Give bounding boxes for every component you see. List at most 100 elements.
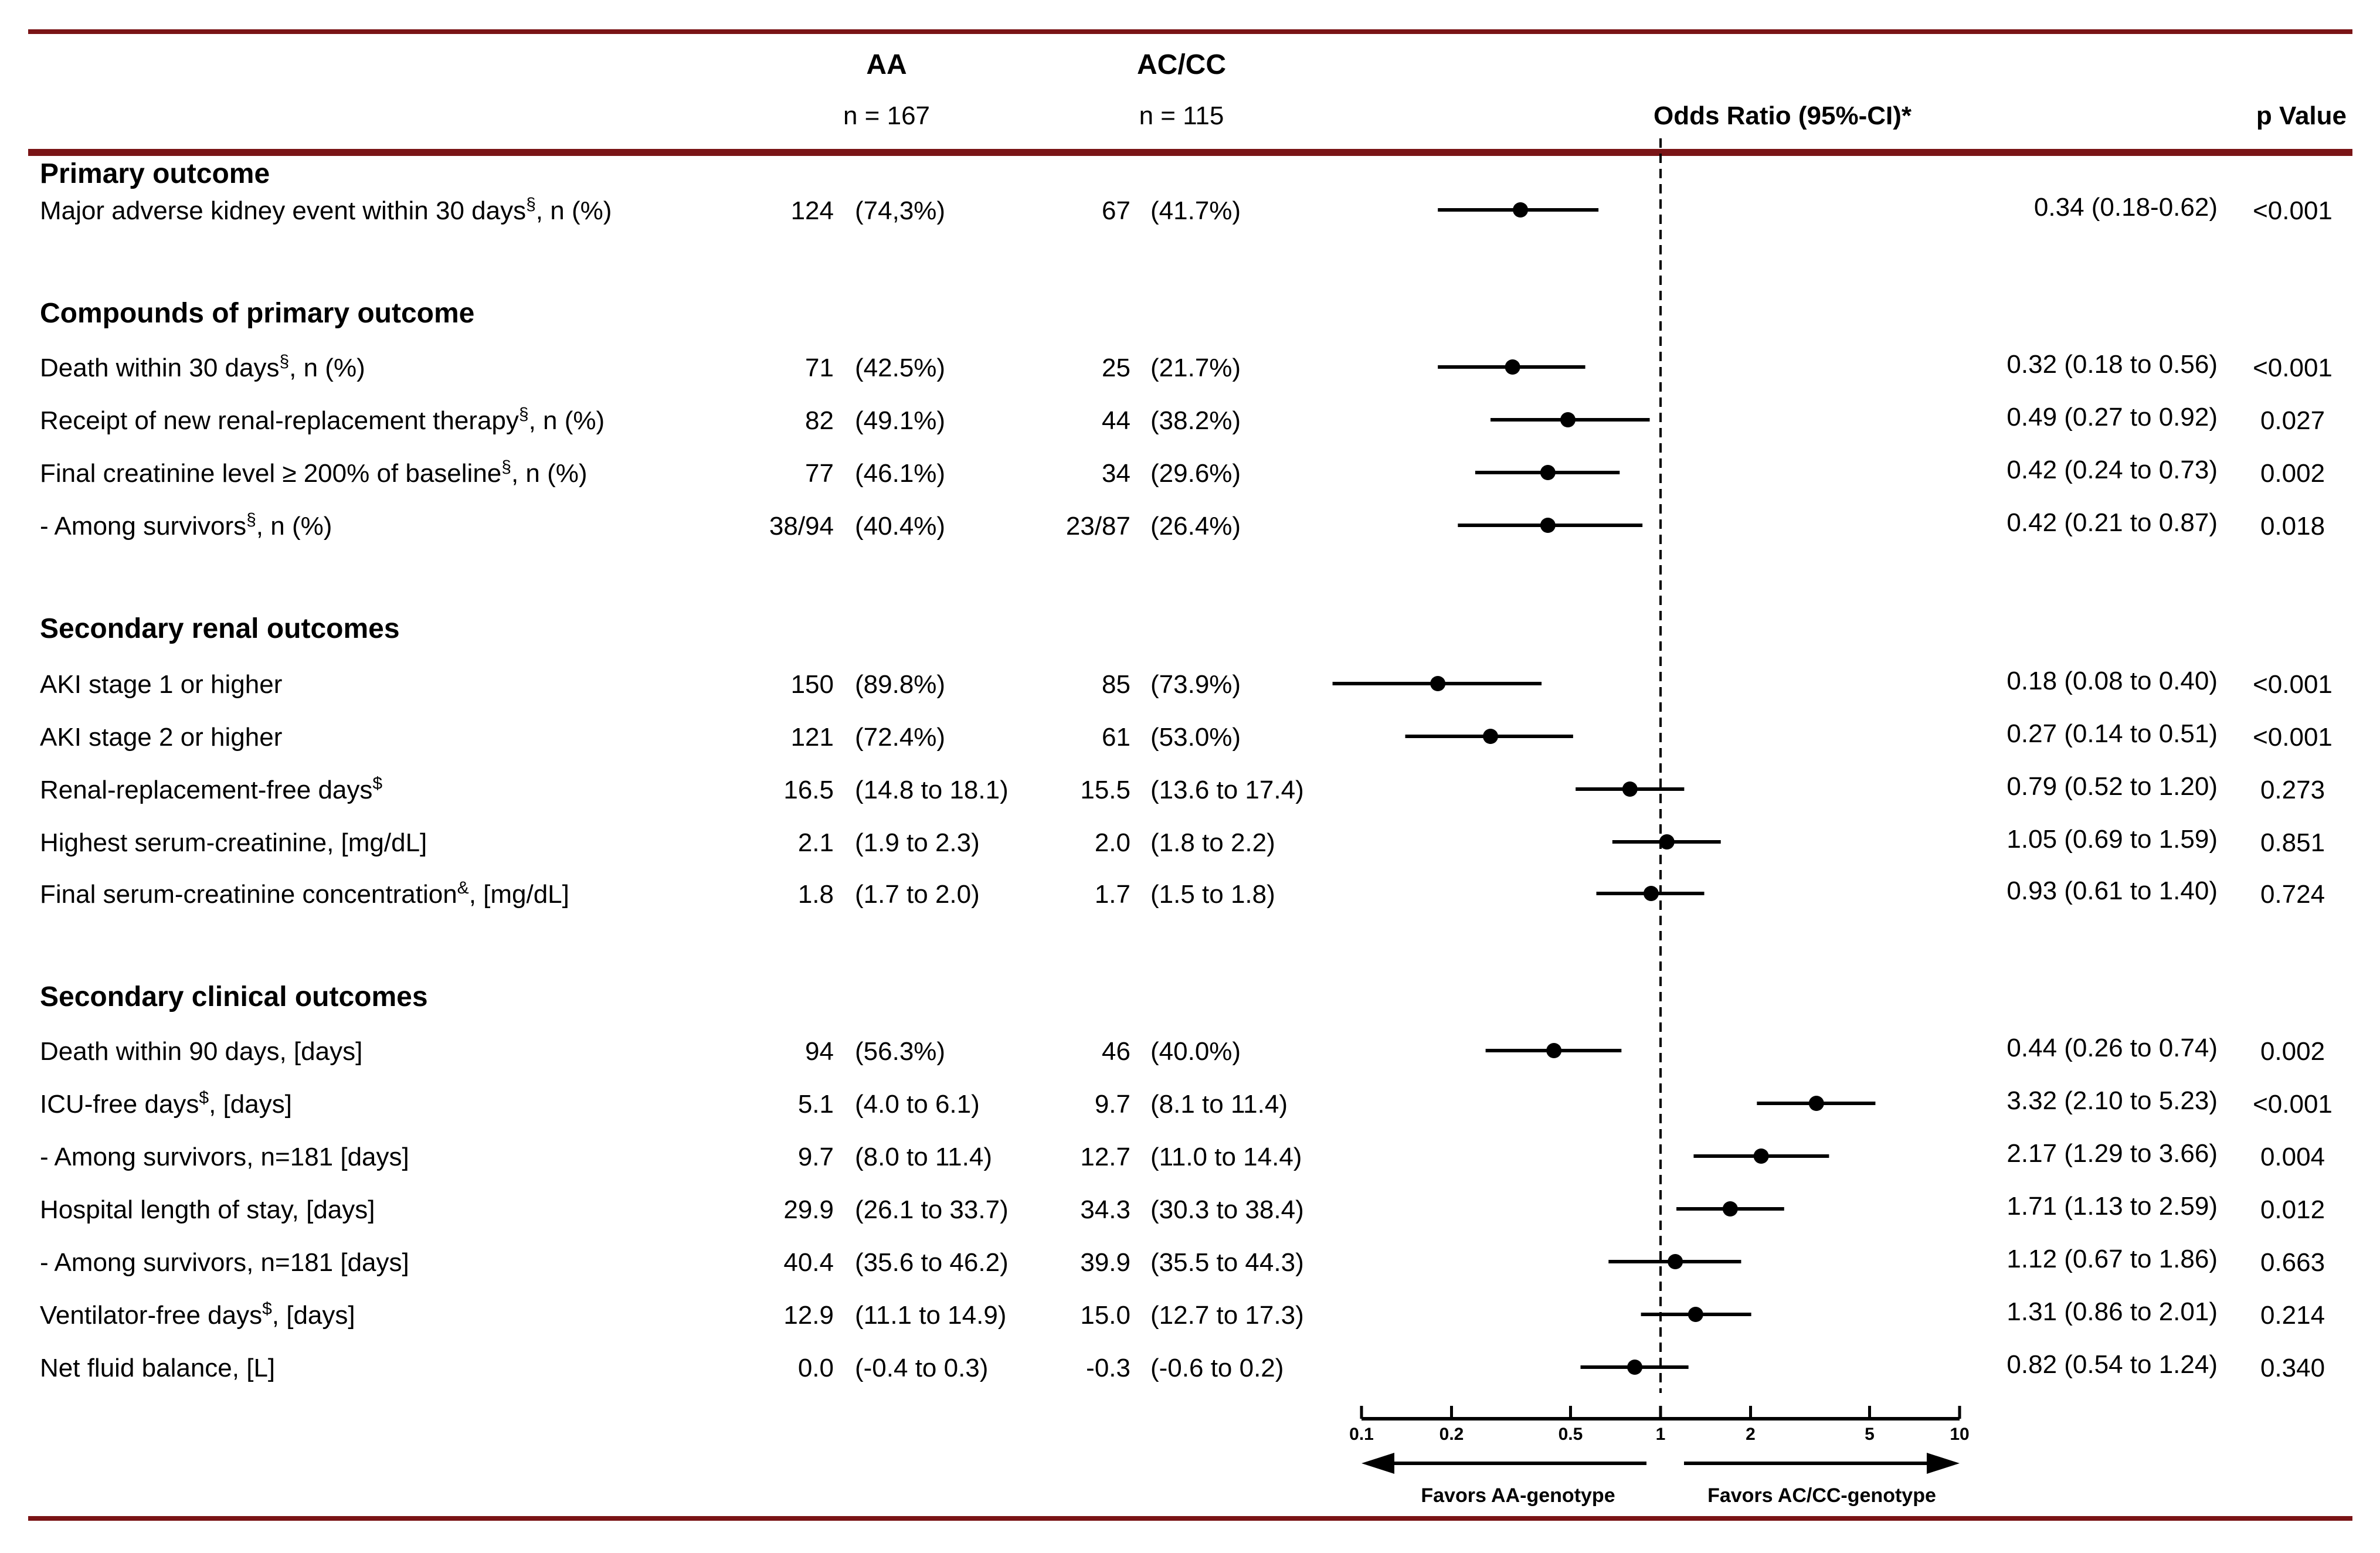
ac-count: 34 bbox=[1102, 459, 1130, 488]
aa-value: (1.9 to 2.3) bbox=[855, 828, 980, 857]
row-label: Final creatinine level ≥ 200% of baselin… bbox=[40, 457, 588, 488]
aa-value: (40.4%) bbox=[855, 512, 945, 541]
aa-value: (74,3%) bbox=[855, 196, 945, 225]
aa-value: (11.1 to 14.9) bbox=[855, 1301, 1006, 1330]
ac-count: 15.5 bbox=[1080, 776, 1130, 804]
row-label: Net fluid balance, [L] bbox=[40, 1354, 275, 1382]
ac-count: 15.0 bbox=[1080, 1301, 1130, 1330]
ac-value: (30.3 to 38.4) bbox=[1150, 1195, 1304, 1224]
ac-count: 44 bbox=[1102, 406, 1130, 435]
aa-count: 5.1 bbox=[798, 1090, 834, 1119]
or-point bbox=[1513, 202, 1529, 218]
p-value: 0.724 bbox=[2260, 880, 2325, 909]
row-label: Final serum-creatinine concentration&, [… bbox=[40, 878, 569, 909]
odds-ratio-ci: 0.27 (0.14 to 0.51) bbox=[2006, 719, 2218, 748]
aa-value: (56.3%) bbox=[855, 1037, 945, 1066]
p-value: 0.214 bbox=[2260, 1301, 2325, 1330]
p-value: 0.012 bbox=[2260, 1195, 2325, 1224]
x-tick-label: 0.2 bbox=[1439, 1425, 1464, 1444]
ac-count: 67 bbox=[1102, 196, 1130, 225]
aa-count: 0.0 bbox=[798, 1354, 834, 1382]
aa-value: (72.4%) bbox=[855, 723, 945, 752]
ac-value: (12.7 to 17.3) bbox=[1150, 1301, 1304, 1330]
n-aa: n = 167 bbox=[843, 101, 930, 130]
row-label: - Among survivors, n=181 [days] bbox=[40, 1248, 409, 1277]
or-point bbox=[1688, 1307, 1703, 1322]
ac-count: 25 bbox=[1102, 354, 1130, 382]
odds-ratio-ci: 0.32 (0.18 to 0.56) bbox=[2006, 350, 2218, 379]
section-heading: Compounds of primary outcome bbox=[40, 298, 474, 329]
or-point bbox=[1722, 1201, 1738, 1216]
aa-count: 1.8 bbox=[798, 880, 834, 909]
ac-value: (8.1 to 11.4) bbox=[1150, 1090, 1288, 1119]
p-value: 0.004 bbox=[2260, 1143, 2325, 1171]
ac-value: (38.2%) bbox=[1150, 406, 1241, 435]
col-header-ac-cc: AC/CC bbox=[1137, 49, 1226, 80]
row-label: Ventilator-free days$, [days] bbox=[40, 1299, 355, 1330]
aa-count: 82 bbox=[805, 406, 834, 435]
ac-value: (1.8 to 2.2) bbox=[1150, 828, 1275, 857]
row-label: Receipt of new renal-replacement therapy… bbox=[40, 405, 605, 435]
p-value: <0.001 bbox=[2253, 196, 2333, 225]
odds-ratio-ci: 0.42 (0.24 to 0.73) bbox=[2006, 456, 2218, 484]
favors-right-arrowhead bbox=[1927, 1453, 1960, 1474]
section-heading: Secondary renal outcomes bbox=[40, 613, 400, 644]
aa-count: 124 bbox=[791, 196, 834, 225]
aa-count: 77 bbox=[805, 459, 834, 488]
or-point bbox=[1482, 729, 1498, 744]
x-tick-label: 1 bbox=[1656, 1425, 1666, 1444]
x-tick-label: 2 bbox=[1746, 1425, 1756, 1444]
ac-count: 9.7 bbox=[1095, 1090, 1130, 1119]
n-ac-cc: n = 115 bbox=[1139, 101, 1224, 130]
p-value: 0.027 bbox=[2260, 406, 2325, 435]
ac-count: 1.7 bbox=[1095, 880, 1130, 909]
or-point bbox=[1627, 1360, 1643, 1375]
odds-ratio-ci: 0.42 (0.21 to 0.87) bbox=[2006, 508, 2218, 537]
aa-count: 9.7 bbox=[798, 1143, 834, 1171]
row-label: Death within 30 days§, n (%) bbox=[40, 352, 365, 382]
x-tick-label: 5 bbox=[1865, 1425, 1875, 1444]
aa-value: (4.0 to 6.1) bbox=[855, 1090, 980, 1119]
ac-count: 39.9 bbox=[1080, 1248, 1130, 1277]
favors-left-label: Favors AA-genotype bbox=[1421, 1484, 1615, 1507]
row-label: AKI stage 2 or higher bbox=[40, 723, 282, 752]
aa-count: 40.4 bbox=[783, 1248, 834, 1277]
aa-value: (35.6 to 46.2) bbox=[855, 1248, 1009, 1277]
aa-value: (14.8 to 18.1) bbox=[855, 776, 1009, 804]
row-label: - Among survivors, n=181 [days] bbox=[40, 1143, 409, 1171]
row-label: ICU-free days$, [days] bbox=[40, 1088, 292, 1119]
row-label: Major adverse kidney event within 30 day… bbox=[40, 195, 612, 225]
ac-value: (13.6 to 17.4) bbox=[1150, 776, 1304, 804]
or-point bbox=[1643, 886, 1659, 901]
ac-count: 23/87 bbox=[1066, 512, 1130, 541]
or-point bbox=[1546, 1043, 1562, 1058]
row-label: Hospital length of stay, [days] bbox=[40, 1195, 375, 1224]
ac-count: 85 bbox=[1102, 670, 1130, 699]
aa-count: 2.1 bbox=[798, 828, 834, 857]
table-rows: Primary outcome Major adverse kidney even… bbox=[40, 158, 2333, 1382]
or-point bbox=[1622, 781, 1638, 797]
p-value: 0.851 bbox=[2260, 828, 2325, 857]
x-tick-label: 0.5 bbox=[1559, 1425, 1583, 1444]
ac-count: 2.0 bbox=[1095, 828, 1130, 857]
or-point bbox=[1668, 1254, 1683, 1269]
ac-value: (-0.6 to 0.2) bbox=[1150, 1354, 1284, 1382]
odds-ratio-ci: 0.79 (0.52 to 1.20) bbox=[2006, 772, 2218, 801]
p-value: 0.002 bbox=[2260, 1037, 2325, 1066]
odds-ratio-ci: 0.82 (0.54 to 1.24) bbox=[2006, 1350, 2218, 1379]
aa-value: (1.7 to 2.0) bbox=[855, 880, 980, 909]
ac-count: -0.3 bbox=[1086, 1354, 1130, 1382]
favors-right-label: Favors AC/CC-genotype bbox=[1707, 1484, 1936, 1507]
p-value: 0.018 bbox=[2260, 512, 2325, 541]
ac-value: (40.0%) bbox=[1150, 1037, 1241, 1066]
p-value: <0.001 bbox=[2253, 354, 2333, 382]
odds-ratio-ci: 1.31 (0.86 to 2.01) bbox=[2006, 1297, 2218, 1326]
aa-value: (49.1%) bbox=[855, 406, 945, 435]
favors-left-arrowhead bbox=[1362, 1453, 1394, 1474]
p-value: 0.340 bbox=[2260, 1354, 2325, 1382]
odds-ratio-ci: 1.05 (0.69 to 1.59) bbox=[2006, 825, 2218, 854]
p-value: 0.002 bbox=[2260, 459, 2325, 488]
aa-value: (46.1%) bbox=[855, 459, 945, 488]
row-label: AKI stage 1 or higher bbox=[40, 670, 282, 699]
x-tick-label: 0.1 bbox=[1349, 1425, 1374, 1444]
